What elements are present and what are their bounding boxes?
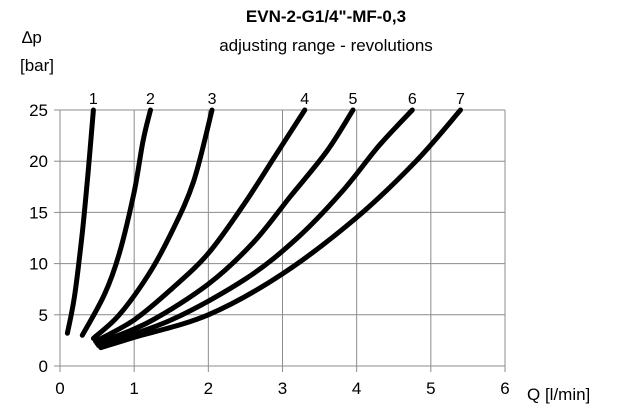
x-tick-label: 5 [426, 379, 435, 398]
x-axis-label: Q [l/min] [527, 385, 590, 404]
x-tick-label: 1 [129, 379, 138, 398]
series-label-6: 6 [408, 91, 417, 108]
series-line-6 [96, 107, 415, 348]
chart-subtitle: adjusting range - revolutions [219, 36, 433, 55]
series-line-1 [64, 107, 96, 336]
chart-title: EVN-2-G1/4"-MF-0,3 [246, 7, 406, 26]
series-label-4: 4 [300, 91, 309, 108]
label-layer: 0 1 2 3 4 5 6 0 5 10 15 20 25 1 2 3 4 5 6 7 [29, 91, 510, 398]
y-axis-label-unit: [bar] [20, 56, 54, 75]
series-label-5: 5 [349, 91, 358, 108]
series-label-7: 7 [456, 91, 465, 108]
curve-layer [64, 107, 463, 351]
y-tick-label: 10 [29, 255, 48, 274]
x-tick-label: 0 [55, 379, 64, 398]
x-tick-label: 2 [204, 379, 213, 398]
series-label-2: 2 [146, 91, 155, 108]
y-tick-label: 5 [39, 306, 48, 325]
series-line-2 [79, 107, 153, 338]
y-tick-label: 0 [39, 357, 48, 376]
y-tick-label: 20 [29, 152, 48, 171]
grid-layer [54, 109, 506, 372]
series-line-5 [94, 107, 356, 346]
y-tick-label: 25 [29, 101, 48, 120]
series-line-7 [98, 107, 463, 351]
series-line-4 [93, 107, 308, 344]
x-tick-label: 6 [500, 379, 509, 398]
series-label-3: 3 [208, 91, 217, 108]
series-label-1: 1 [89, 91, 98, 108]
y-tick-label: 15 [29, 203, 48, 222]
x-tick-label: 3 [278, 379, 287, 398]
x-tick-label: 4 [352, 379, 361, 398]
y-axis-label-symbol: ∆p [22, 28, 42, 47]
series-line-3 [90, 107, 215, 341]
